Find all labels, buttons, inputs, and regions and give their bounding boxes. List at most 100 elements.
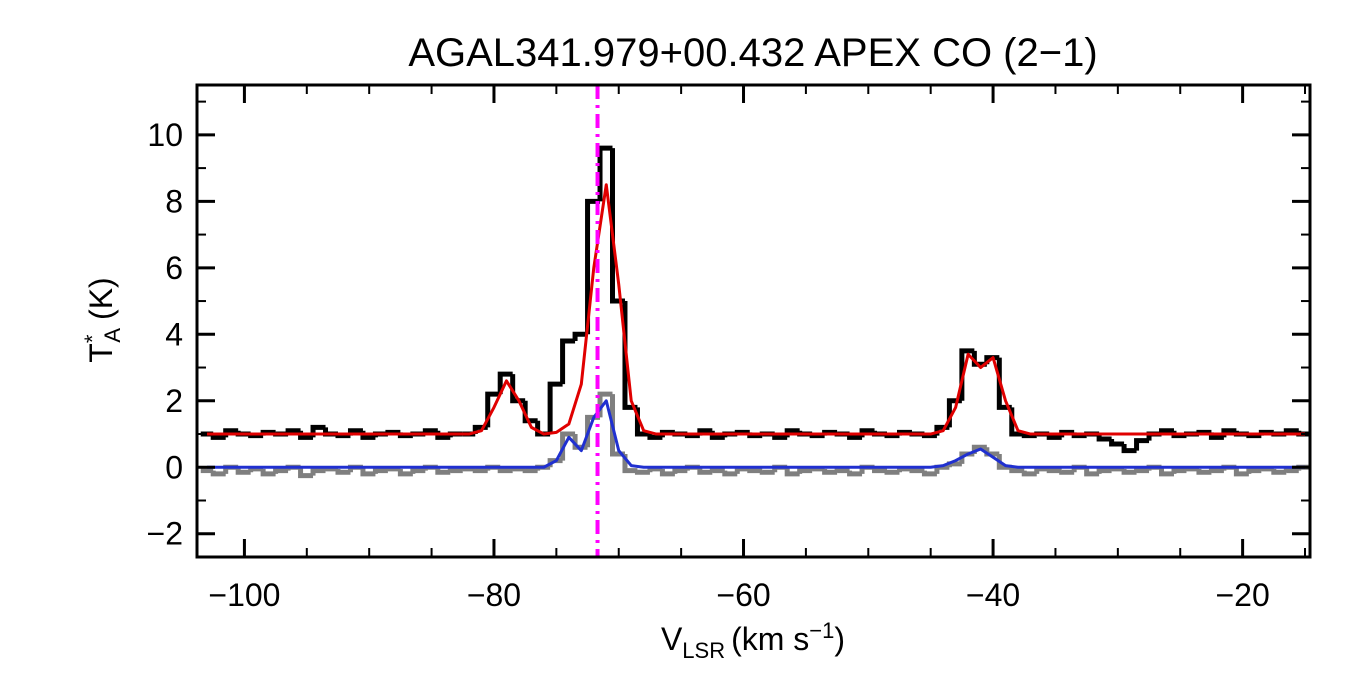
spectrum-channel bbox=[1134, 438, 1150, 451]
spectrum-channel bbox=[1084, 467, 1100, 477]
y-tick-label: 6 bbox=[165, 250, 183, 286]
spectrum-channel bbox=[734, 466, 750, 474]
spectrum-channel bbox=[235, 467, 251, 475]
spectrum-channel bbox=[884, 469, 900, 475]
x-axis-label: VLSR (km s−1) bbox=[661, 618, 845, 663]
spectrum-channel bbox=[1121, 443, 1137, 454]
x-tick-label: −40 bbox=[966, 577, 1020, 613]
spectrum-channel bbox=[260, 468, 276, 477]
spectrum-channel bbox=[472, 468, 488, 474]
spectrum-channel bbox=[1034, 466, 1050, 474]
spectrum-channel bbox=[659, 468, 675, 477]
spectrum-channel bbox=[659, 429, 675, 438]
spectrum-channel bbox=[1009, 467, 1025, 474]
spectrum-channel bbox=[435, 467, 451, 475]
spectrum-channel bbox=[1109, 466, 1125, 472]
y-label-symbol: T bbox=[83, 343, 119, 363]
spectrum-channel bbox=[759, 469, 775, 475]
spectrum-channel bbox=[522, 400, 538, 424]
spectrum-channel bbox=[1283, 468, 1299, 474]
y-label-unit: (K) bbox=[83, 277, 119, 320]
spectrum-channel bbox=[1109, 439, 1125, 447]
x-tick-label: −20 bbox=[1215, 577, 1269, 613]
spectrum-channel bbox=[572, 331, 588, 341]
spectrum-channel bbox=[909, 468, 925, 474]
spectrum-channel bbox=[1096, 434, 1112, 442]
x-tick-label: −60 bbox=[716, 577, 770, 613]
spectrum-channel bbox=[847, 470, 863, 477]
fit-line bbox=[206, 183, 1306, 436]
spectrum-channel bbox=[497, 371, 513, 395]
y-tick-label: 0 bbox=[165, 449, 183, 485]
spectrum-channel bbox=[1046, 468, 1062, 474]
spectrum-channel bbox=[1246, 468, 1262, 474]
spectrum-channel bbox=[1134, 468, 1150, 474]
spectrum-channel bbox=[834, 468, 850, 474]
spectrum-channel bbox=[1258, 466, 1274, 472]
plot-frame bbox=[195, 83, 1312, 559]
spectrum-channel bbox=[722, 470, 738, 477]
spectrum-channel bbox=[1183, 466, 1199, 472]
x-label-sup: −1 bbox=[809, 618, 834, 643]
x-tick-label: −100 bbox=[208, 577, 280, 613]
spectrum-channel bbox=[273, 468, 289, 474]
spectrum-channel bbox=[385, 466, 401, 472]
spectrum-channel bbox=[946, 461, 962, 468]
spectrum-channel bbox=[809, 466, 825, 472]
y-axis-label: T*A (K) bbox=[80, 277, 125, 362]
spectrum-channel bbox=[1271, 468, 1287, 475]
spectrum-channel bbox=[797, 468, 813, 474]
spectrum-channel bbox=[1196, 468, 1212, 475]
spectrum-channel bbox=[1233, 467, 1249, 477]
y-tick-label: 4 bbox=[165, 316, 183, 352]
spectrum-channel bbox=[298, 467, 314, 479]
spectrum-channel bbox=[1059, 429, 1075, 438]
spectrum-channel bbox=[697, 467, 713, 475]
spectrum-channel bbox=[360, 467, 376, 477]
spectrum-channel bbox=[1159, 467, 1174, 477]
spectrum-channel bbox=[410, 468, 426, 474]
x-label-close: ) bbox=[834, 621, 845, 657]
spectrum-channel bbox=[709, 468, 725, 474]
spectrum-channel bbox=[822, 468, 838, 475]
spectrum-channel bbox=[784, 467, 800, 477]
y-tick-label: −2 bbox=[147, 516, 183, 552]
y-label-sub: A bbox=[100, 328, 125, 343]
spectrum-channel bbox=[647, 434, 663, 440]
spectrum-channel bbox=[1021, 433, 1037, 439]
spectrum-channel bbox=[397, 468, 413, 477]
spectrum-channel bbox=[597, 145, 613, 202]
fit-line bbox=[206, 399, 1306, 469]
y-label-sup: * bbox=[80, 334, 105, 343]
spectrum-channel bbox=[210, 470, 226, 477]
x-label-symbol: V bbox=[661, 621, 683, 657]
spectrum-channel bbox=[634, 469, 650, 475]
spectrum-channel bbox=[248, 466, 264, 473]
spectrum-channel bbox=[672, 468, 688, 474]
spectrum-channel bbox=[1059, 469, 1075, 475]
spectrum-channel bbox=[510, 466, 526, 472]
spectrum-channel bbox=[1171, 468, 1187, 474]
spectrum-channel bbox=[921, 470, 937, 477]
spectrum-channel bbox=[547, 381, 563, 435]
spectrum-channel bbox=[560, 338, 576, 385]
spectrum-channel bbox=[896, 466, 912, 473]
chart-title: AGAL341.979+00.432 APEX CO (2−1) bbox=[408, 31, 1097, 75]
spectrum-channel bbox=[323, 466, 338, 472]
x-label-unit: (km s bbox=[731, 621, 809, 657]
y-tick-label: 2 bbox=[165, 383, 183, 419]
spectrum-channel bbox=[1096, 468, 1112, 474]
y-tick-label: 10 bbox=[147, 117, 183, 153]
spectrum-channel bbox=[747, 468, 763, 474]
spectrum-channel bbox=[1021, 470, 1037, 477]
spectrum-channel bbox=[510, 374, 526, 404]
spectrum-channel bbox=[447, 468, 463, 474]
plot-area bbox=[200, 85, 1310, 557]
x-label-sub: LSR bbox=[682, 638, 725, 663]
spectrum-channel bbox=[522, 468, 538, 474]
spectrum-channel bbox=[934, 464, 950, 474]
spectrum-channel bbox=[460, 466, 476, 472]
spectrum-channel bbox=[647, 466, 663, 473]
spectrum-channel bbox=[372, 468, 388, 474]
spectrum-channel bbox=[1208, 468, 1224, 474]
